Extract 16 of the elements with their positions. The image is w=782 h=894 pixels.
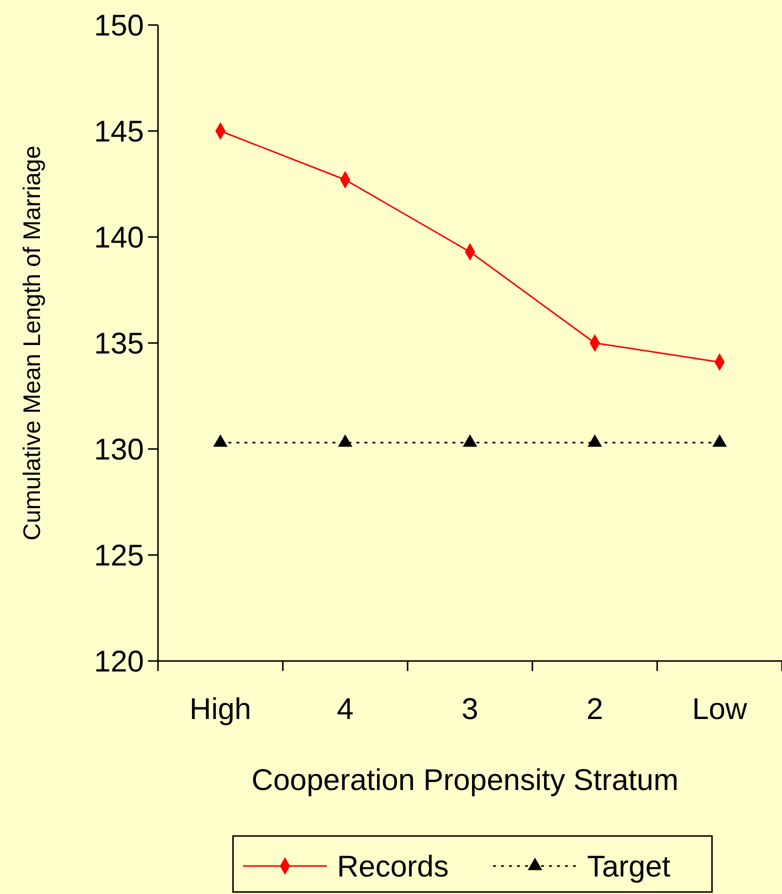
- y-tick-label: 150: [94, 10, 144, 42]
- y-tick-label: 125: [94, 540, 144, 572]
- y-tick-label: 145: [94, 116, 144, 148]
- y-tick-label: 120: [94, 646, 144, 678]
- legend-label: Records: [337, 850, 449, 884]
- x-tick-label: 4: [336, 693, 354, 726]
- x-tick-label: Low: [692, 693, 748, 726]
- y-tick-label: 135: [94, 328, 144, 360]
- x-tick-label: 3: [462, 693, 478, 726]
- legend-label: Target: [587, 850, 672, 884]
- x-axis-title: Cooperation Propensity Stratum: [252, 764, 678, 797]
- y-tick-label: 140: [94, 222, 144, 254]
- y-axis-title: Cumulative Mean Length of Marriage: [19, 146, 46, 540]
- x-tick-label: High: [190, 693, 252, 726]
- x-tick-label: 2: [586, 693, 604, 726]
- y-tick-label: 130: [94, 434, 144, 466]
